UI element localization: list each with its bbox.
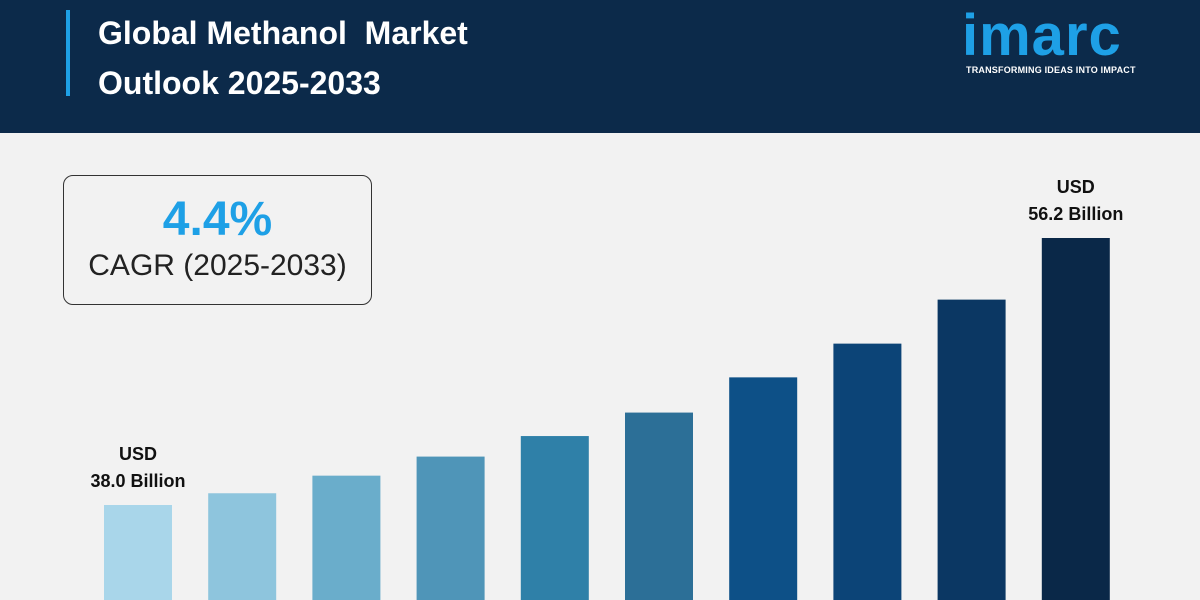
logo: imarc — [962, 3, 1122, 68]
title: Global Methanol Market Outlook 2025-2033 — [98, 15, 468, 101]
cagr-box: 4.4% CAGR (2025-2033) — [63, 175, 372, 305]
bar — [208, 493, 277, 600]
bar — [520, 436, 589, 600]
tagline: TRANSFORMING IDEAS INTO IMPACT — [966, 65, 1136, 75]
bar — [1041, 238, 1110, 600]
bar — [104, 505, 172, 600]
accent-bar — [66, 10, 70, 96]
bar — [625, 412, 693, 600]
cagr-value: 4.4% — [162, 193, 273, 246]
value-label: USD 38.0 Billion — [90, 444, 186, 491]
header: Global Methanol Market Outlook 2025-2033… — [0, 0, 1200, 133]
bar — [729, 377, 798, 600]
bar — [833, 343, 902, 600]
bar — [937, 299, 1006, 600]
bar — [312, 475, 381, 600]
bar — [416, 456, 485, 600]
cagr-label: CAGR (2025-2033) — [88, 249, 347, 282]
value-label: USD 56.2 Billion — [1028, 177, 1124, 224]
